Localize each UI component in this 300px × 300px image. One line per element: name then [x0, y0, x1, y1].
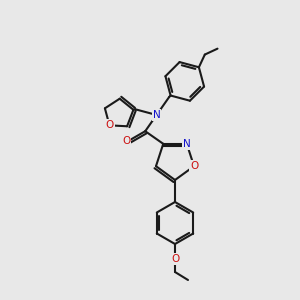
- Text: O: O: [105, 120, 114, 130]
- Text: O: O: [122, 136, 130, 146]
- Text: O: O: [190, 161, 198, 171]
- Text: N: N: [183, 139, 190, 149]
- Text: O: O: [171, 254, 179, 264]
- Text: N: N: [153, 110, 160, 120]
